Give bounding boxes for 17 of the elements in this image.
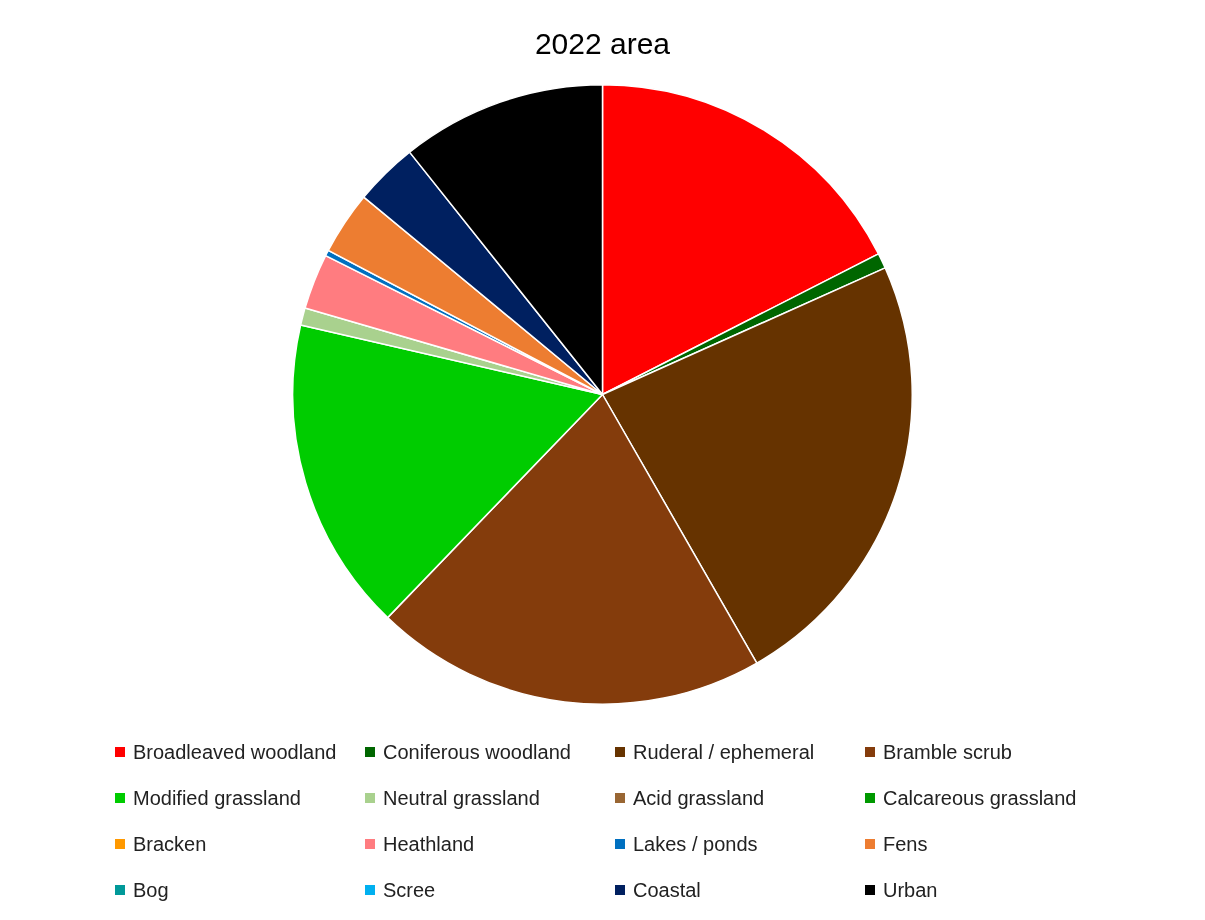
legend-label: Bog [133,878,169,902]
legend-label: Urban [883,878,938,902]
legend-label: Neutral grassland [383,786,540,810]
chart-title: 2022 area [534,27,671,61]
legend-label: Acid grassland [633,786,765,810]
legend-label: Lakes / ponds [633,832,758,856]
legend-label: Bramble scrub [883,740,1012,764]
legend-label: Heathland [383,832,475,856]
legend-label: Coniferous woodland [383,740,571,764]
legend-label: Broadleaved woodland [133,740,337,764]
legend-label: Calcareous grassland [883,786,1077,810]
legend-label: Modified grassland [133,786,301,810]
legend-label: Coastal [633,878,701,902]
legend-label: Fens [883,832,928,856]
legend-label: Scree [383,878,436,902]
legend-label: Bracken [133,832,207,856]
legend-label: Ruderal / ephemeral [633,740,815,764]
